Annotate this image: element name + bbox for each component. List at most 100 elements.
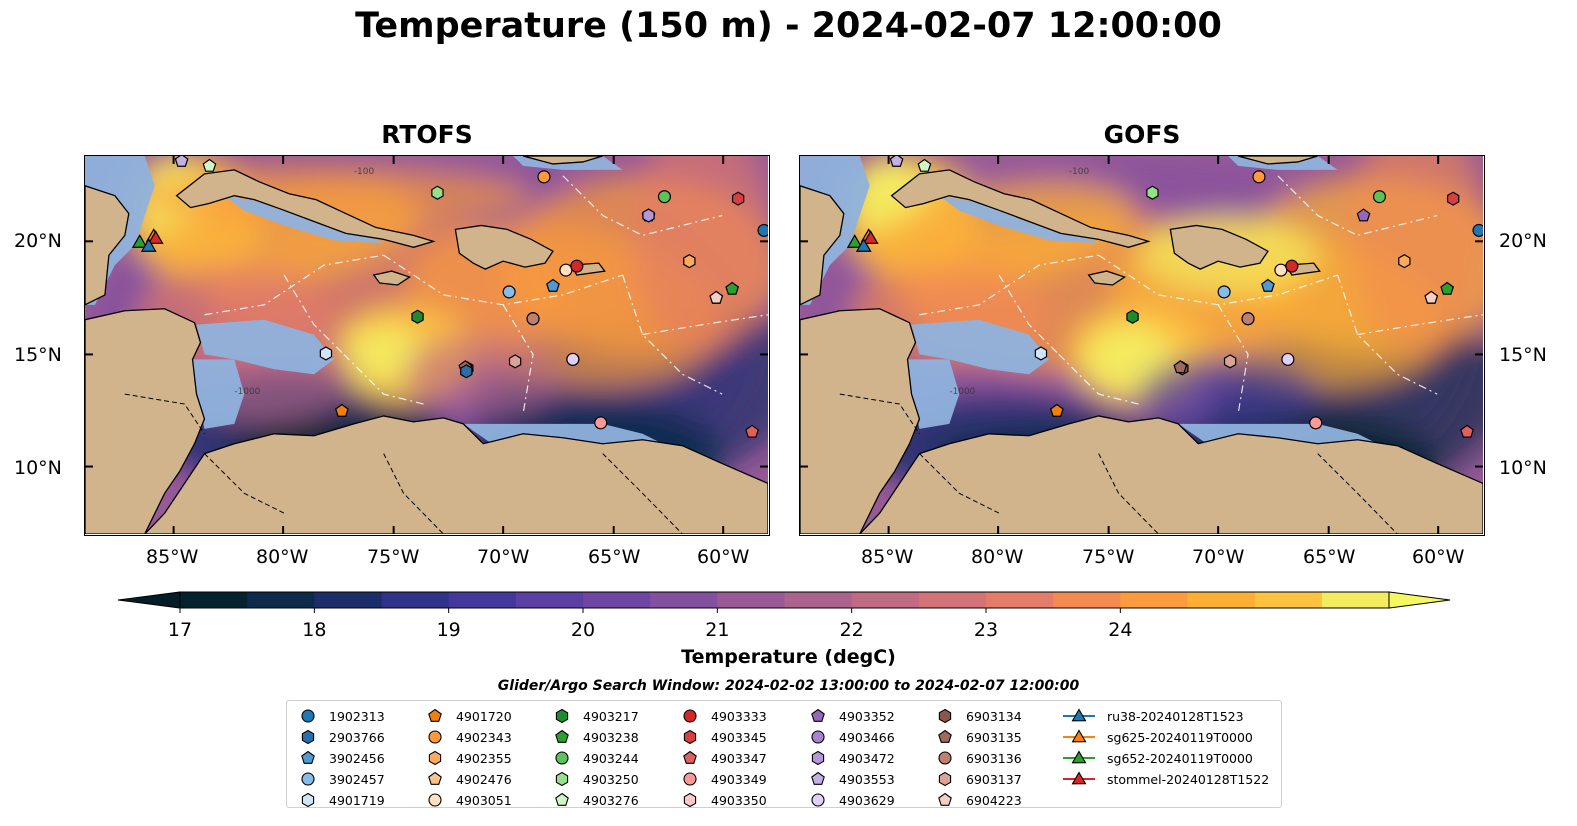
float-marker-4903276[interactable] bbox=[917, 158, 932, 172]
legend-item: 6903136 bbox=[934, 748, 1022, 768]
float-marker-4901720[interactable] bbox=[334, 403, 349, 417]
float-marker-6904223[interactable] bbox=[709, 290, 724, 304]
colorbar-segment bbox=[1254, 592, 1323, 608]
colorbar-segment bbox=[381, 592, 450, 608]
float-marker-4903051[interactable] bbox=[1274, 263, 1288, 277]
float-marker-4903553[interactable] bbox=[174, 156, 189, 167]
float-marker-4903250[interactable] bbox=[1146, 185, 1159, 200]
legend-item: 4903217 bbox=[551, 706, 639, 726]
float-marker-4903238[interactable] bbox=[1440, 281, 1455, 295]
lon-tick-label: 80°W bbox=[971, 546, 1024, 568]
float-marker-4903051[interactable] bbox=[559, 263, 573, 277]
contour-label: -1000 bbox=[234, 387, 260, 397]
eez-boundary bbox=[1217, 304, 1249, 415]
float-marker-2903766[interactable] bbox=[460, 364, 473, 379]
legend-item: 4903345 bbox=[679, 727, 767, 747]
float-marker-6903137[interactable] bbox=[508, 354, 522, 369]
float-marker-4903217[interactable] bbox=[411, 309, 424, 324]
eez-boundary bbox=[343, 354, 424, 405]
float-marker-1902313[interactable] bbox=[1472, 223, 1484, 237]
glider-marker[interactable] bbox=[131, 234, 148, 248]
glider-marker[interactable] bbox=[855, 238, 872, 252]
colorbar-under-arrow bbox=[117, 591, 181, 609]
float-marker-4903238[interactable] bbox=[725, 281, 740, 295]
colorbar-tick-label: 22 bbox=[840, 619, 864, 641]
float-marker-6904223[interactable] bbox=[1424, 290, 1439, 304]
legend-label: 1902313 bbox=[329, 708, 385, 724]
float-marker-4903349[interactable] bbox=[1309, 416, 1323, 430]
figure-title: Temperature (150 m) - 2024-02-07 12:00:0… bbox=[355, 6, 1222, 46]
legend-label: 4902343 bbox=[456, 729, 512, 745]
float-marker-4903244[interactable] bbox=[1372, 190, 1387, 204]
lat-tick-label: 15°N bbox=[14, 344, 62, 366]
lat-tick-label: 10°N bbox=[14, 457, 62, 479]
float-marker-1902313[interactable] bbox=[757, 223, 769, 237]
legend-marker-icon bbox=[301, 709, 315, 723]
land-bahamas bbox=[1237, 156, 1318, 165]
glider-marker[interactable] bbox=[147, 230, 164, 244]
float-marker-4903553[interactable] bbox=[889, 156, 904, 167]
float-marker-3902456[interactable] bbox=[546, 278, 560, 292]
float-marker-4903217[interactable] bbox=[1126, 309, 1139, 324]
legend-item: 4901719 bbox=[297, 790, 385, 810]
colorbar-segment bbox=[851, 592, 920, 608]
legend-marker-icon bbox=[1063, 729, 1095, 743]
float-marker-4903349[interactable] bbox=[594, 416, 608, 430]
colorbar-segment bbox=[448, 592, 517, 608]
colorbar-segment bbox=[717, 592, 785, 608]
legend-label: 2903766 bbox=[329, 729, 385, 745]
colorbar-segment bbox=[247, 592, 315, 608]
float-marker-3902457[interactable] bbox=[1217, 285, 1231, 299]
float-marker-4903629[interactable] bbox=[566, 352, 580, 366]
land-jamaica bbox=[372, 270, 412, 286]
float-marker-4903629[interactable] bbox=[1281, 352, 1295, 366]
float-marker-4901719[interactable] bbox=[1034, 346, 1048, 361]
float-marker-4901719[interactable] bbox=[319, 346, 333, 361]
float-marker-4903347[interactable] bbox=[745, 424, 759, 438]
legend-item: 6903135 bbox=[934, 727, 1022, 747]
float-marker-3902456[interactable] bbox=[1261, 278, 1275, 292]
float-marker-6903136[interactable] bbox=[1241, 312, 1255, 326]
float-marker-4902355[interactable] bbox=[1398, 254, 1411, 269]
legend-label: 4903349 bbox=[711, 771, 767, 787]
float-marker-4902343[interactable] bbox=[1252, 170, 1266, 184]
country-border bbox=[1098, 453, 1159, 535]
colorbar-tick-label: 21 bbox=[705, 619, 729, 641]
float-marker-4903276[interactable] bbox=[202, 158, 217, 172]
shelf-honduras bbox=[911, 319, 1049, 375]
legend-item: 4903244 bbox=[551, 748, 639, 768]
rtofs-map[interactable]: -1000 -100 bbox=[84, 155, 770, 536]
gofs-map[interactable]: -1000 -100 bbox=[799, 155, 1485, 536]
float-marker-4902343[interactable] bbox=[537, 170, 551, 184]
float-marker-4903333[interactable] bbox=[570, 259, 584, 273]
legend-marker-icon bbox=[555, 729, 569, 743]
float-marker-4901720[interactable] bbox=[1049, 403, 1064, 417]
colorbar-segment bbox=[1120, 592, 1188, 608]
float-marker-6903136[interactable] bbox=[526, 312, 540, 326]
glider-marker[interactable] bbox=[846, 234, 863, 248]
float-marker-4903333[interactable] bbox=[1285, 259, 1299, 273]
glider-marker[interactable] bbox=[140, 238, 157, 252]
float-marker-6903137[interactable] bbox=[1223, 354, 1237, 369]
float-marker-4903244[interactable] bbox=[657, 190, 672, 204]
float-marker-4903345[interactable] bbox=[1446, 191, 1460, 206]
float-marker-4902355[interactable] bbox=[683, 254, 696, 269]
float-marker-4903250[interactable] bbox=[431, 185, 444, 200]
legend-item: 3902456 bbox=[297, 748, 385, 768]
legend-item: 4903238 bbox=[551, 727, 639, 747]
float-marker-6903135[interactable] bbox=[1173, 360, 1188, 374]
land-hispaniola bbox=[1169, 224, 1269, 270]
float-marker-4903352[interactable] bbox=[1356, 208, 1371, 222]
legend-item: 6903134 bbox=[934, 706, 1022, 726]
legend-marker-icon bbox=[683, 750, 697, 764]
colorbar-tick-label: 19 bbox=[437, 619, 461, 641]
float-marker-4903347[interactable] bbox=[1460, 424, 1474, 438]
legend-label: 4901719 bbox=[329, 792, 385, 808]
float-marker-4903472[interactable] bbox=[642, 208, 655, 223]
glider-marker[interactable] bbox=[862, 230, 879, 244]
colorbar-segment bbox=[1321, 592, 1390, 608]
float-marker-3902457[interactable] bbox=[502, 285, 516, 299]
legend-label: 4903553 bbox=[839, 771, 895, 787]
contour-label: -100 bbox=[1069, 167, 1090, 177]
float-marker-4903345[interactable] bbox=[731, 191, 745, 206]
